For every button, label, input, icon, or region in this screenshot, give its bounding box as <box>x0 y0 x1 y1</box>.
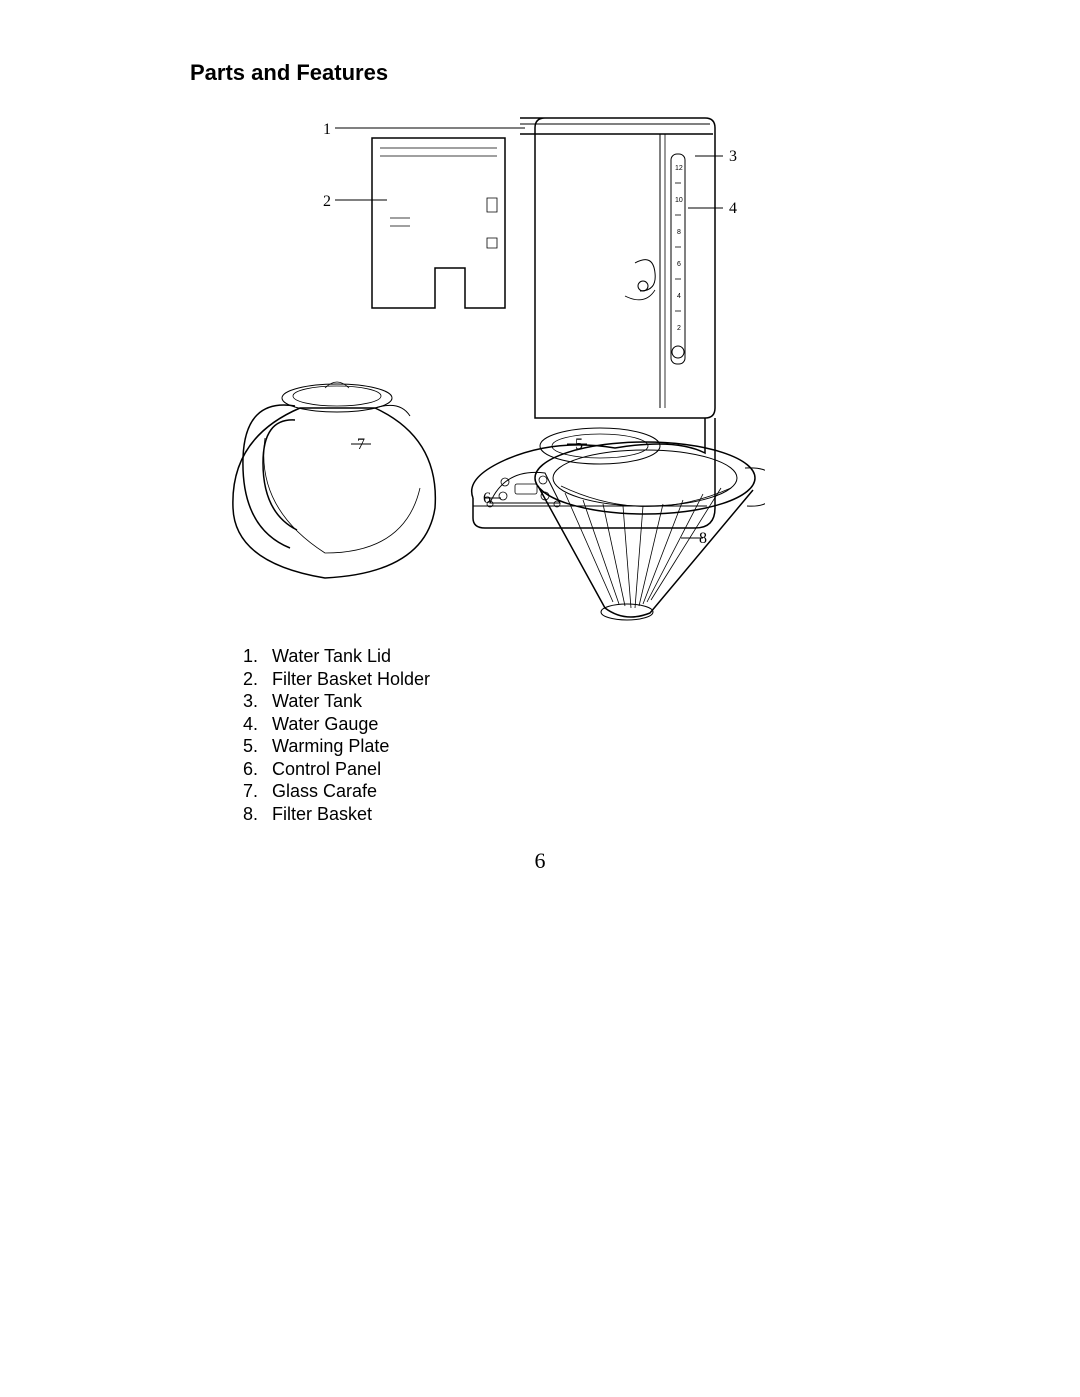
list-item-label: Water Tank Lid <box>272 645 391 668</box>
list-item: 6. Control Panel <box>232 758 430 781</box>
gauge-12: 12 <box>675 165 683 172</box>
page-number: 6 <box>0 848 1080 874</box>
callout-2: 2 <box>323 193 331 210</box>
list-item: 7. Glass Carafe <box>232 780 430 803</box>
gauge-10: 10 <box>675 197 683 204</box>
list-item-number: 7. <box>232 780 258 803</box>
list-item-label: Filter Basket <box>272 803 372 826</box>
parts-diagram: 12 10 8 6 4 2 <box>205 108 765 628</box>
list-item-label: Water Tank <box>272 690 362 713</box>
gauge-6: 6 <box>677 261 681 268</box>
list-item: 2. Filter Basket Holder <box>232 668 430 691</box>
list-item-number: 5. <box>232 735 258 758</box>
gauge-2: 2 <box>677 325 681 332</box>
list-item-label: Filter Basket Holder <box>272 668 430 691</box>
list-item-number: 2. <box>232 668 258 691</box>
gauge-8: 8 <box>677 229 681 236</box>
list-item-number: 4. <box>232 713 258 736</box>
list-item-number: 1. <box>232 645 258 668</box>
list-item-label: Water Gauge <box>272 713 378 736</box>
callout-5: 5 <box>575 436 583 453</box>
list-item-number: 8. <box>232 803 258 826</box>
list-item: 8. Filter Basket <box>232 803 430 826</box>
callout-1: 1 <box>323 121 331 138</box>
page-title: Parts and Features <box>190 60 388 86</box>
callout-4: 4 <box>729 200 737 217</box>
parts-list: 1. Water Tank Lid 2. Filter Basket Holde… <box>232 645 430 825</box>
page: Parts and Features 12 10 8 <box>0 0 1080 1397</box>
list-item-number: 3. <box>232 690 258 713</box>
callout-3: 3 <box>729 148 737 165</box>
gauge-4: 4 <box>677 293 681 300</box>
list-item: 1. Water Tank Lid <box>232 645 430 668</box>
list-item: 4. Water Gauge <box>232 713 430 736</box>
callout-6: 6 <box>483 490 491 507</box>
callout-8: 8 <box>699 530 707 547</box>
list-item: 5. Warming Plate <box>232 735 430 758</box>
list-item-label: Control Panel <box>272 758 381 781</box>
list-item-number: 6. <box>232 758 258 781</box>
callout-7: 7 <box>357 436 365 453</box>
list-item-label: Glass Carafe <box>272 780 377 803</box>
list-item-label: Warming Plate <box>272 735 389 758</box>
list-item: 3. Water Tank <box>232 690 430 713</box>
